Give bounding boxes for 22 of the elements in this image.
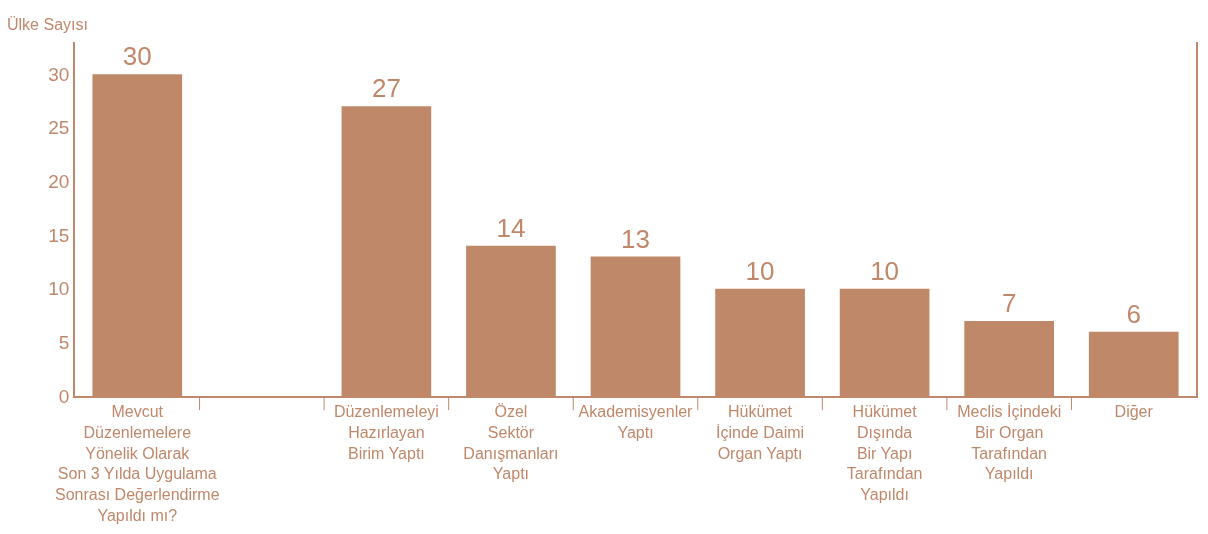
data-label: 14 — [496, 212, 526, 243]
data-label: 13 — [621, 223, 650, 254]
x-tick-label: Hükümet Dışında Bir Yapı Tarafından Yapıldı — [846, 402, 923, 504]
y-tick-label: 30 — [48, 63, 70, 85]
x-tick-label: Meclis İçindeki Bir Organ Tarafından Yapıldı — [957, 401, 1062, 483]
data-label: 10 — [745, 255, 775, 286]
x-tick-label: Düzenlemeleyi Hazırlayan Birim Yaptı — [333, 402, 439, 462]
x-tick-label: Akademisyenler Yaptı — [578, 402, 694, 441]
y-tick-label: 5 — [58, 332, 70, 354]
y-tick-label: 25 — [48, 117, 70, 139]
data-label: 30 — [122, 41, 152, 72]
data-label: 27 — [371, 73, 401, 104]
data-label: 7 — [1001, 287, 1017, 318]
y-tick-label: 10 — [48, 278, 70, 300]
y-tick-label: 15 — [48, 224, 70, 246]
x-tick-label: Hükümet İçinde Daimi Organ Yaptı — [716, 402, 805, 462]
data-label: 6 — [1126, 298, 1141, 329]
y-tick-label: 20 — [48, 171, 70, 193]
x-tick-label: Diğer — [1114, 402, 1154, 420]
y-axis-title: Ülke Sayısı — [7, 16, 88, 33]
x-tick-label: Özel Sektör Danışmanları Yaptı — [463, 402, 559, 483]
data-label: 10 — [870, 255, 900, 286]
